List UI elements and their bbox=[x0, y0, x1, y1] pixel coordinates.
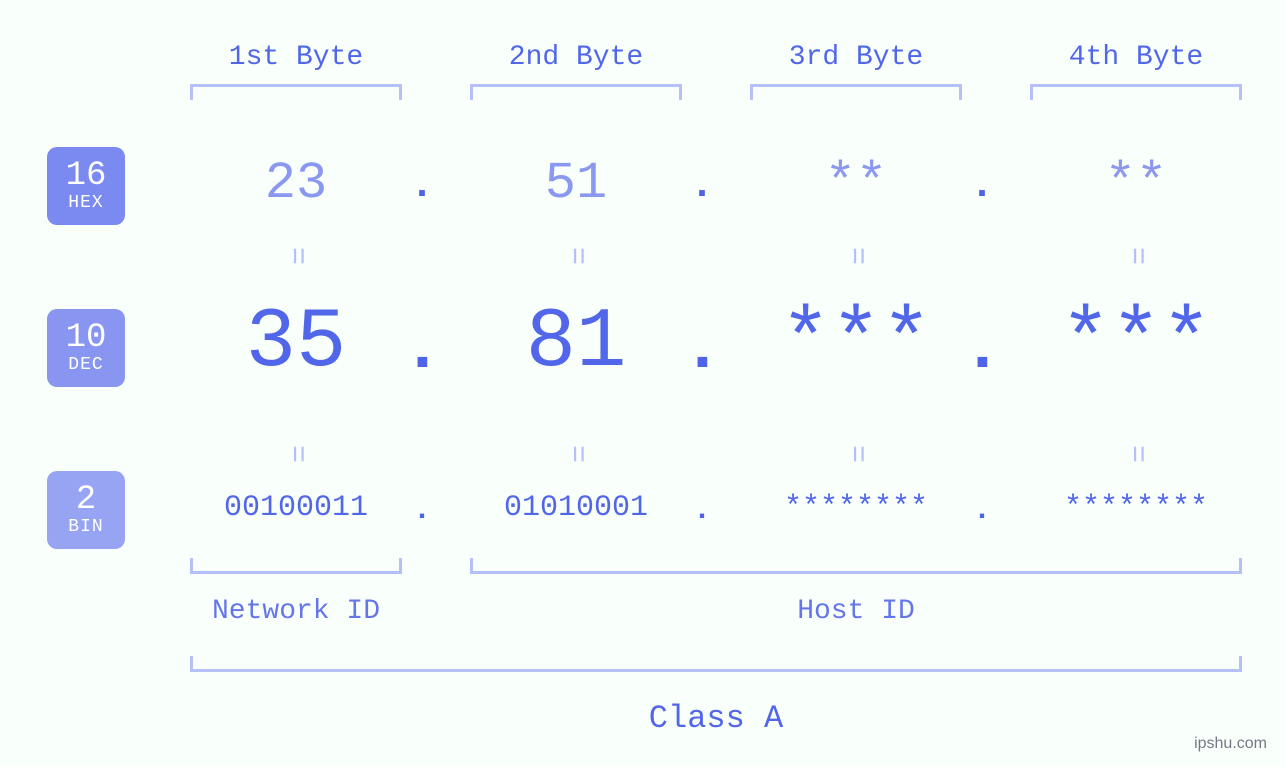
dec-dot-3: . bbox=[962, 311, 1002, 388]
dec-dot-1: . bbox=[402, 311, 442, 388]
byte-header-4: 4th Byte bbox=[1016, 42, 1256, 73]
network_id-bracket bbox=[190, 558, 402, 574]
network_id-label: Network ID bbox=[190, 596, 402, 627]
equals-r1-c3: = bbox=[839, 236, 873, 276]
bin-dot-3: . bbox=[962, 494, 1002, 528]
bin-dot-2: . bbox=[682, 494, 722, 528]
base-num-hex: 16 bbox=[66, 159, 107, 195]
class-bracket bbox=[190, 656, 1242, 672]
base-label-dec: DEC bbox=[68, 356, 103, 375]
dec-byte-3: *** bbox=[726, 296, 986, 391]
class-label: Class A bbox=[190, 700, 1242, 737]
equals-r1-c2: = bbox=[559, 236, 593, 276]
dec-byte-4: *** bbox=[1006, 296, 1266, 391]
bin-byte-2: 01010001 bbox=[446, 491, 706, 525]
hex-dot-2: . bbox=[682, 164, 722, 209]
equals-r2-c4: = bbox=[1119, 434, 1153, 474]
equals-r2-c2: = bbox=[559, 434, 593, 474]
watermark: ipshu.com bbox=[1194, 735, 1267, 753]
base-label-hex: HEX bbox=[68, 194, 103, 213]
byte-bracket-top-4 bbox=[1030, 84, 1242, 100]
dec-dot-2: . bbox=[682, 311, 722, 388]
hex-dot-1: . bbox=[402, 164, 442, 209]
hex-byte-4: ** bbox=[1006, 154, 1266, 213]
dec-byte-1: 35 bbox=[166, 296, 426, 391]
host_id-label: Host ID bbox=[470, 596, 1242, 627]
equals-r2-c1: = bbox=[279, 434, 313, 474]
base-badge-hex: 16HEX bbox=[47, 147, 125, 225]
bin-byte-1: 00100011 bbox=[166, 491, 426, 525]
dec-byte-2: 81 bbox=[446, 296, 706, 391]
base-num-bin: 2 bbox=[76, 483, 96, 519]
bin-byte-4: ******** bbox=[1006, 491, 1266, 525]
hex-byte-2: 51 bbox=[446, 154, 706, 213]
bin-byte-3: ******** bbox=[726, 491, 986, 525]
hex-byte-1: 23 bbox=[166, 154, 426, 213]
byte-header-2: 2nd Byte bbox=[456, 42, 696, 73]
equals-r1-c1: = bbox=[279, 236, 313, 276]
byte-header-3: 3rd Byte bbox=[736, 42, 976, 73]
byte-header-1: 1st Byte bbox=[176, 42, 416, 73]
byte-bracket-top-2 bbox=[470, 84, 682, 100]
base-badge-bin: 2BIN bbox=[47, 471, 125, 549]
base-label-bin: BIN bbox=[68, 518, 103, 537]
base-num-dec: 10 bbox=[66, 321, 107, 357]
equals-r1-c4: = bbox=[1119, 236, 1153, 276]
host_id-bracket bbox=[470, 558, 1242, 574]
bin-dot-1: . bbox=[402, 494, 442, 528]
base-badge-dec: 10DEC bbox=[47, 309, 125, 387]
hex-byte-3: ** bbox=[726, 154, 986, 213]
hex-dot-3: . bbox=[962, 164, 1002, 209]
byte-bracket-top-1 bbox=[190, 84, 402, 100]
byte-bracket-top-3 bbox=[750, 84, 962, 100]
equals-r2-c3: = bbox=[839, 434, 873, 474]
